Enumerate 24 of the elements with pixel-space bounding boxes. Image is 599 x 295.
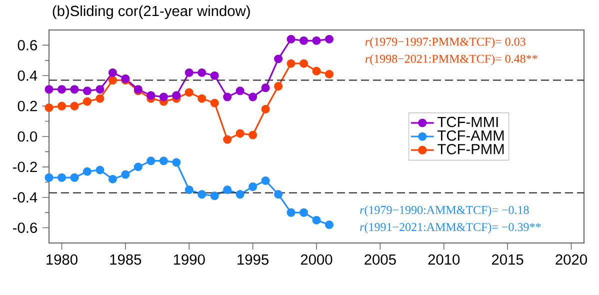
y-tick-label: 0.0 — [18, 131, 38, 142]
x-tick-label: 1985 — [110, 254, 142, 265]
y-tick-label: -0.4 — [13, 192, 38, 203]
x-tick-label: 1980 — [46, 254, 78, 265]
y-tick-label: 0.6 — [18, 40, 37, 50]
legend-label: TCF-MMI — [438, 116, 498, 128]
x-tick-label: 2020 — [556, 254, 587, 265]
x-tick-label: 1995 — [238, 254, 268, 265]
legend-label: TCF-PMM — [438, 144, 504, 154]
annotation: r(1998−2021:PMM&TCF)= 0.48** — [365, 54, 538, 66]
annotation: r(1991−2021:AMM&TCF)= −0.39** — [360, 222, 541, 234]
annotation: r(1979−1997:PMM&TCF)= 0.03 — [365, 37, 526, 48]
y-tick-label: -0.2 — [13, 162, 37, 172]
legend-label: TCF-AMM — [438, 130, 504, 141]
x-tick-label: 1990 — [174, 254, 205, 265]
x-tick-label: 2010 — [428, 254, 460, 265]
chart-title: (b)Sliding cor(21-year window) — [52, 5, 250, 20]
x-tick-label: 2000 — [300, 254, 332, 265]
x-tick-label: 2015 — [492, 254, 524, 265]
x-tick-label: 2005 — [364, 254, 396, 265]
y-tick-label: 0.4 — [18, 70, 38, 81]
y-tick-label: -0.6 — [13, 222, 37, 233]
annotation: r(1979−1990:AMM&TCF)= −0.18 — [360, 206, 529, 216]
y-tick-label: 0.2 — [18, 100, 37, 112]
